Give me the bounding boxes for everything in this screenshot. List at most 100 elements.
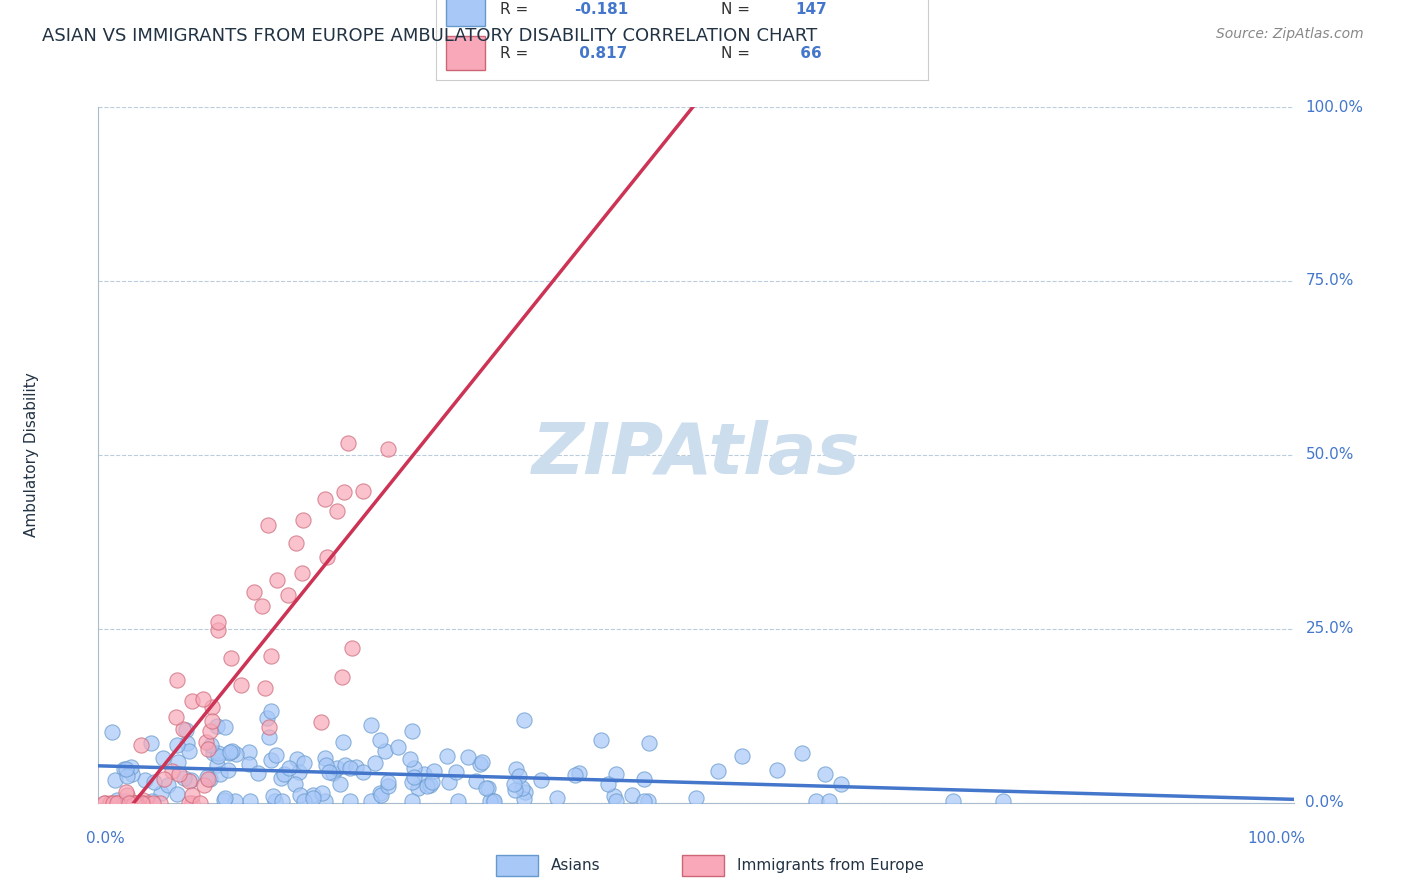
Point: [288, 764, 311, 779]
Point: [112, 762, 135, 776]
Point: [121, 796, 143, 810]
Point: [277, 588, 299, 602]
Point: [333, 484, 356, 499]
Bar: [682, 855, 724, 876]
Point: [166, 673, 188, 687]
Point: [273, 767, 295, 781]
Point: [482, 794, 505, 808]
Point: [225, 747, 247, 761]
Point: [637, 794, 659, 808]
Point: [207, 624, 229, 638]
Point: [219, 651, 242, 665]
Point: [114, 794, 136, 808]
Point: [259, 704, 281, 718]
Point: [339, 794, 361, 808]
Point: [257, 730, 280, 744]
Point: [157, 778, 180, 792]
Point: [360, 718, 382, 732]
Point: [122, 796, 145, 810]
Point: [633, 772, 655, 786]
Point: [270, 771, 292, 785]
Point: [256, 711, 278, 725]
Point: [104, 773, 127, 788]
Point: [98, 796, 121, 810]
Point: [173, 772, 195, 786]
Point: [197, 741, 219, 756]
Point: [513, 713, 536, 727]
Bar: [446, 36, 485, 70]
Point: [309, 714, 332, 729]
Point: [209, 767, 232, 781]
Point: [238, 756, 260, 771]
Point: [149, 786, 172, 800]
Point: [214, 720, 236, 734]
Point: [368, 786, 391, 800]
Text: 100.0%: 100.0%: [1306, 100, 1364, 114]
Point: [114, 762, 136, 776]
Point: [153, 772, 176, 786]
Point: [444, 765, 467, 780]
Point: [291, 566, 314, 580]
Point: [93, 796, 115, 810]
Point: [218, 745, 240, 759]
Point: [166, 755, 188, 769]
Point: [605, 794, 627, 808]
Text: 0.817: 0.817: [574, 46, 627, 62]
Point: [260, 753, 283, 767]
Point: [134, 772, 156, 787]
Point: [419, 778, 441, 792]
Point: [360, 794, 382, 808]
Point: [422, 764, 444, 778]
Point: [238, 745, 260, 759]
Point: [302, 790, 325, 805]
Point: [165, 709, 187, 723]
Point: [122, 796, 145, 810]
Point: [314, 794, 336, 808]
Point: [207, 746, 229, 760]
Point: [512, 792, 534, 806]
Point: [404, 761, 426, 775]
Point: [568, 765, 591, 780]
Text: 75.0%: 75.0%: [1306, 274, 1354, 288]
Point: [191, 692, 214, 706]
Point: [474, 780, 496, 795]
Point: [401, 794, 423, 808]
Point: [830, 777, 852, 791]
Text: ASIAN VS IMMIGRANTS FROM EUROPE AMBULATORY DISABILITY CORRELATION CHART: ASIAN VS IMMIGRANTS FROM EUROPE AMBULATO…: [42, 27, 817, 45]
Point: [302, 788, 325, 802]
Point: [292, 756, 315, 771]
Point: [457, 750, 479, 764]
Point: [202, 746, 225, 760]
Point: [252, 599, 274, 613]
Point: [368, 733, 391, 747]
Point: [605, 767, 627, 781]
Point: [505, 762, 527, 776]
Point: [138, 796, 160, 810]
Point: [637, 736, 659, 750]
Point: [131, 796, 153, 810]
Text: N =: N =: [721, 46, 751, 62]
Text: Immigrants from Europe: Immigrants from Europe: [737, 858, 924, 872]
Point: [141, 736, 163, 750]
Point: [181, 796, 204, 810]
Point: [377, 779, 399, 793]
Point: [325, 761, 347, 775]
Bar: [446, 0, 485, 26]
Point: [510, 781, 533, 796]
Point: [212, 793, 235, 807]
Point: [707, 764, 730, 778]
Point: [314, 492, 336, 507]
Text: Ambulatory Disability: Ambulatory Disability: [24, 373, 39, 537]
Text: ZIPAtlas: ZIPAtlas: [531, 420, 860, 490]
Point: [620, 788, 643, 802]
Point: [207, 748, 229, 763]
Point: [315, 550, 337, 565]
Point: [311, 786, 333, 800]
Point: [589, 733, 612, 747]
Text: R =: R =: [501, 46, 529, 62]
Point: [482, 794, 505, 808]
Point: [344, 759, 367, 773]
Point: [330, 670, 353, 684]
Point: [197, 772, 219, 787]
Point: [603, 789, 626, 803]
